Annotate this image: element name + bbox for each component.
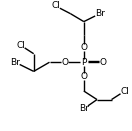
Text: Cl: Cl bbox=[16, 41, 25, 50]
Text: Br: Br bbox=[79, 104, 89, 113]
Text: O: O bbox=[80, 72, 87, 81]
Text: Cl: Cl bbox=[51, 1, 60, 10]
Text: Cl: Cl bbox=[120, 87, 129, 95]
Text: O: O bbox=[80, 43, 87, 52]
Text: P: P bbox=[81, 58, 86, 67]
Text: O: O bbox=[61, 58, 68, 67]
Text: Br: Br bbox=[10, 58, 20, 67]
Text: Br: Br bbox=[95, 9, 105, 18]
Text: O: O bbox=[99, 58, 107, 67]
